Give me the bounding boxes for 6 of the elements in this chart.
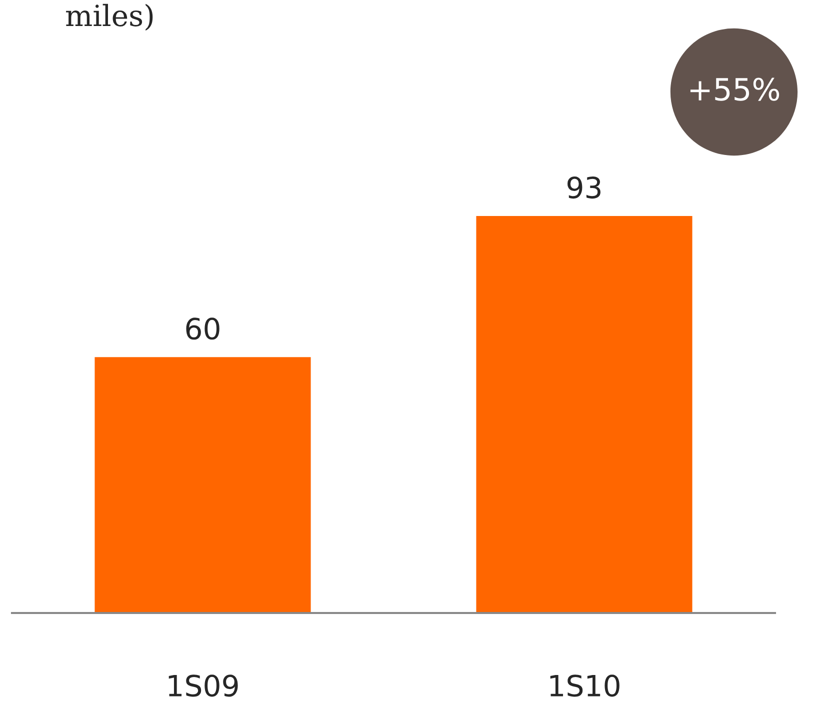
x-tick-label: 1S09 <box>168 674 238 697</box>
data-label: 60 <box>186 318 220 340</box>
chart-title: miles) <box>66 4 153 31</box>
x-tick-label: 1S10 <box>550 674 620 697</box>
data-label: 93 <box>568 176 600 199</box>
text: +55% <box>690 78 780 101</box>
